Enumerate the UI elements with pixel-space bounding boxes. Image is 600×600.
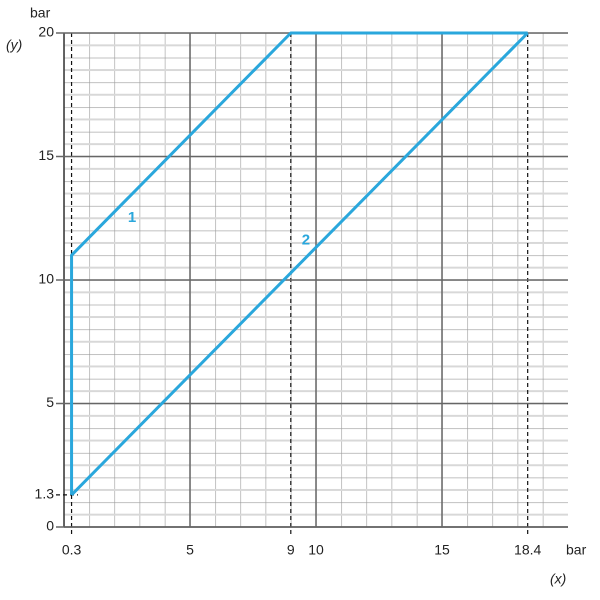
- line-label: 2: [302, 231, 310, 248]
- x-tick-label: 15: [434, 542, 450, 558]
- y-tick-label: 1.3: [35, 486, 55, 502]
- x-tick-label: 10: [308, 542, 324, 558]
- y-unit: bar: [30, 5, 51, 21]
- y-tick-label: 0: [46, 518, 54, 534]
- y-tick-label: 10: [38, 271, 54, 287]
- x-tick-label: 5: [186, 542, 194, 558]
- y-tick-label: 20: [38, 24, 54, 40]
- line: [70, 31, 529, 496]
- y-label: (y): [6, 37, 22, 53]
- x-tick-label: 18.4: [514, 542, 541, 558]
- x-label: (x): [550, 571, 566, 587]
- y-tick-label: 5: [46, 394, 54, 410]
- y-tick-label: 15: [38, 147, 54, 163]
- x-unit: bar: [566, 542, 587, 558]
- line: [70, 31, 528, 495]
- x-tick-label: 0.3: [62, 542, 82, 558]
- line-label: 1: [128, 209, 136, 226]
- x-tick-label: 9: [287, 542, 295, 558]
